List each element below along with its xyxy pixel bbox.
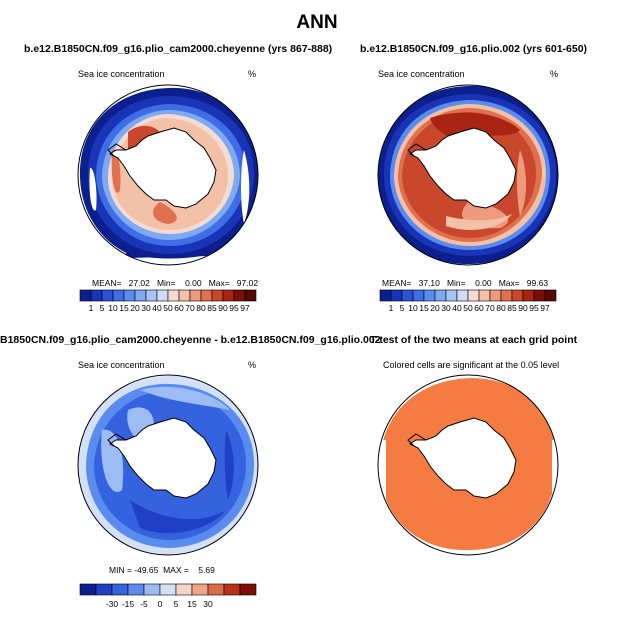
- panel-1-title: b.e12.B1850CN.f09_g16.plio_cam2000.cheye…: [24, 43, 333, 55]
- panel-2-colorbar-tick-label: 95: [529, 303, 539, 313]
- panel-2-colorbar-tick-label: 60: [474, 303, 484, 313]
- panel-1-colorbar-labels: 1 5 10 15 20 30 40 50 60 70 80 85 90 95 97: [0, 303, 634, 315]
- panel-4-significance-note: Colored cells are significant at the 0.0…: [383, 360, 560, 370]
- panel-2-colorbar-tick-label: 5: [399, 303, 405, 313]
- panel-1-colorbar-tick-label: 50: [163, 303, 173, 313]
- panel-1-variable-label: Sea ice concentration: [78, 69, 165, 79]
- panel-1-stats: MEAN= 27.02 Min= 0.00 Max= 97.02: [92, 278, 259, 288]
- panel-1-units-label: %: [248, 69, 257, 79]
- panel-1-colorbar-tick-label: 1: [88, 303, 94, 313]
- panel-3-colorbar-tick-label: -30: [105, 599, 119, 609]
- panel-2-units-label: %: [550, 69, 559, 79]
- panel-3-title: B1850CN.f09_g16.plio_cam2000.cheyenne - …: [0, 334, 381, 346]
- panel-3-colorbar-tick-label: -5: [140, 599, 148, 609]
- panel-2-title: b.e12.B1850CN.f09_g16.plio.002 (yrs 601-…: [360, 43, 588, 55]
- panel-2-colorbar-tick-label: 30: [441, 303, 451, 313]
- panel-3-stats: MIN = -49.65 MAX = 5.69: [109, 565, 215, 575]
- panel-1-colorbar-box: [244, 289, 257, 302]
- panel-1-colorbar-tick-label: 95: [229, 303, 239, 313]
- panel-1-colorbar-tick-label: 5: [99, 303, 105, 313]
- panel-1-colorbar-tick-label: 60: [174, 303, 184, 313]
- panel-1-colorbar-tick-label: 90: [218, 303, 228, 313]
- panel-3-colorbar-tick-label: 5: [173, 599, 179, 609]
- panel-3-units-label: %: [248, 360, 257, 370]
- panel-2-colorbar-tick-label: 40: [452, 303, 462, 313]
- panel-3-colorbar-tick-label: 30: [203, 599, 213, 609]
- panel-3-colorbar-labels: -30 -15 -5 0 5 15 30: [0, 599, 634, 611]
- panel-2-colorbar-tick-label: 20: [430, 303, 440, 313]
- panel-2-colorbar-labels: 1 5 10 15 20 30 40 50 60 70 80 85 90 95 97: [0, 303, 634, 315]
- panel-2-colorbar-tick-label: 85: [507, 303, 517, 313]
- panel-2-colorbar-tick-label: 1: [388, 303, 394, 313]
- panel-2-colorbar-tick-label: 90: [518, 303, 528, 313]
- panel-1-colorbar-tick-label: 40: [152, 303, 162, 313]
- panel-4-title: T-test of the two means at each grid poi…: [370, 334, 578, 346]
- panel-1-colorbar-tick-label: 85: [207, 303, 217, 313]
- panel-2-colorbar-tick-label: 10: [408, 303, 418, 313]
- panel-3-colorbar-tick-label: 15: [187, 599, 197, 609]
- panel-1-colorbar-tick-label: 30: [141, 303, 151, 313]
- panel-1-colorbar-tick-label: 10: [108, 303, 118, 313]
- panel-2-stats: MEAN= 37.10 Min= 0.00 Max= 99.63: [382, 278, 549, 288]
- panel-2-colorbar-tick-label: 70: [485, 303, 495, 313]
- panel-1-colorbar-tick-label: 97: [240, 303, 250, 313]
- panel-2-colorbar-tick-label: 97: [540, 303, 550, 313]
- panel-1-colorbar-tick-label: 80: [196, 303, 206, 313]
- panel-2-colorbar-tick-label: 15: [419, 303, 429, 313]
- panel-3-variable-label: Sea ice concentration: [78, 360, 165, 370]
- panel-2-variable-label: Sea ice concentration: [378, 69, 465, 79]
- panel-3-colorbar-tick-label: 0: [157, 599, 163, 609]
- panel-3-colorbar-box: [239, 583, 257, 596]
- panel-3-colorbar-tick-label: -15: [121, 599, 135, 609]
- panel-2-colorbar-tick-label: 80: [496, 303, 506, 313]
- panel-1-colorbar-tick-label: 15: [119, 303, 129, 313]
- panel-1-colorbar-tick-label: 70: [185, 303, 195, 313]
- main-title: ANN: [296, 12, 338, 33]
- panel-2-colorbar-tick-label: 50: [463, 303, 473, 313]
- panel-1-colorbar-tick-label: 20: [130, 303, 140, 313]
- panel-2-colorbar-box: [544, 289, 557, 302]
